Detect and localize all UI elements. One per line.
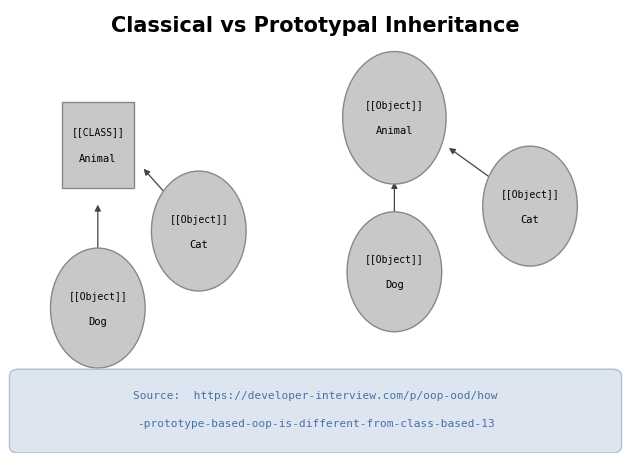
Text: Dog: Dog [385,280,404,290]
Text: [[Object]]: [[Object]] [169,215,228,225]
Text: Dog: Dog [88,317,107,327]
Text: Cat: Cat [521,215,540,225]
FancyBboxPatch shape [9,369,622,453]
Text: [[CLASS]]: [[CLASS]] [71,127,124,137]
Ellipse shape [347,212,442,332]
Text: [[Object]]: [[Object]] [365,255,424,265]
Text: [[Object]]: [[Object]] [500,190,560,200]
Text: [[Object]]: [[Object]] [365,101,424,111]
Text: Cat: Cat [189,240,208,250]
Ellipse shape [151,171,246,291]
Text: [[Object]]: [[Object]] [68,292,127,302]
Text: Source:  https://developer-interview.com/p/oop-ood/how: Source: https://developer-interview.com/… [133,391,498,401]
Text: Classical vs Prototypal Inheritance: Classical vs Prototypal Inheritance [111,16,520,36]
Text: -prototype-based-oop-is-different-from-class-based-13: -prototype-based-oop-is-different-from-c… [137,419,494,429]
Ellipse shape [483,146,577,266]
Text: Animal: Animal [375,126,413,136]
Text: Animal: Animal [79,154,117,164]
Ellipse shape [50,248,145,368]
FancyBboxPatch shape [62,102,134,188]
Ellipse shape [343,52,446,184]
